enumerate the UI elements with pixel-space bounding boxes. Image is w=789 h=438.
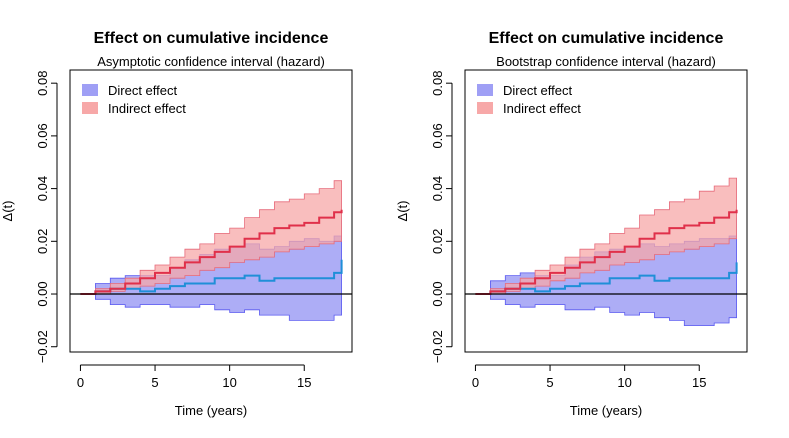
y-tick-label: 0.02: [430, 229, 445, 254]
chart-panel-2: Effect on cumulative incidence Bootstrap …: [395, 30, 748, 418]
y-tick-label: 0.02: [35, 229, 50, 254]
legend: Direct effect Indirect effect: [82, 83, 186, 116]
y-tick-label: 0.04: [35, 176, 50, 201]
x-tick-label: 0: [472, 375, 479, 390]
direct-effect-legend-label: Direct effect: [108, 83, 178, 98]
indirect-effect-estimate-line: [80, 209, 343, 295]
plot-data: [475, 177, 738, 326]
y-tick-label: −0.02: [35, 330, 50, 363]
indirect-effect-legend-swatch: [82, 102, 98, 114]
y-axis-label: Δ(t): [395, 201, 410, 222]
direct-effect-legend-swatch: [477, 84, 493, 96]
x-tick-label: 5: [151, 375, 158, 390]
x-tick-label: 10: [617, 375, 631, 390]
y-axis-label: Δ(t): [0, 201, 15, 222]
x-tick-label: 10: [222, 375, 236, 390]
legend: Direct effect Indirect effect: [477, 83, 581, 116]
x-axis-label: Time (years): [175, 403, 247, 418]
y-tick-label: 0.06: [430, 123, 445, 148]
plot-frame: [69, 69, 353, 353]
x-axis-label: Time (years): [570, 403, 642, 418]
x-tick-label: 15: [297, 375, 311, 390]
plot-frame: [464, 69, 748, 353]
y-tick-label: 0.08: [430, 71, 445, 96]
chart-title: Effect on cumulative incidence: [94, 30, 329, 47]
indirect-effect-legend-label: Indirect effect: [108, 101, 186, 116]
x-tick-label: 15: [692, 375, 706, 390]
y-tick-label: 0.06: [35, 123, 50, 148]
y-tick-label: 0.00: [430, 281, 445, 306]
chart-subtitle: Bootstrap confidence interval (hazard): [496, 54, 716, 69]
chart-panel-1: Effect on cumulative incidence Asymptotic…: [0, 30, 353, 418]
y-tick-label: 0.00: [35, 281, 50, 306]
direct-effect-legend-swatch: [82, 84, 98, 96]
indirect-effect-estimate-line: [475, 209, 738, 295]
x-tick-label: 0: [77, 375, 84, 390]
y-tick-label: 0.08: [35, 71, 50, 96]
direct-effect-legend-label: Direct effect: [503, 83, 573, 98]
indirect-effect-ci-band: [475, 177, 737, 295]
chart-title: Effect on cumulative incidence: [489, 30, 724, 47]
x-tick-label: 5: [546, 375, 553, 390]
y-tick-label: 0.04: [430, 176, 445, 201]
indirect-effect-legend-label: Indirect effect: [503, 101, 581, 116]
plot-data: [80, 180, 343, 321]
chart-subtitle: Asymptotic confidence interval (hazard): [97, 54, 325, 69]
y-tick-label: −0.02: [430, 330, 445, 363]
indirect-effect-legend-swatch: [477, 102, 493, 114]
